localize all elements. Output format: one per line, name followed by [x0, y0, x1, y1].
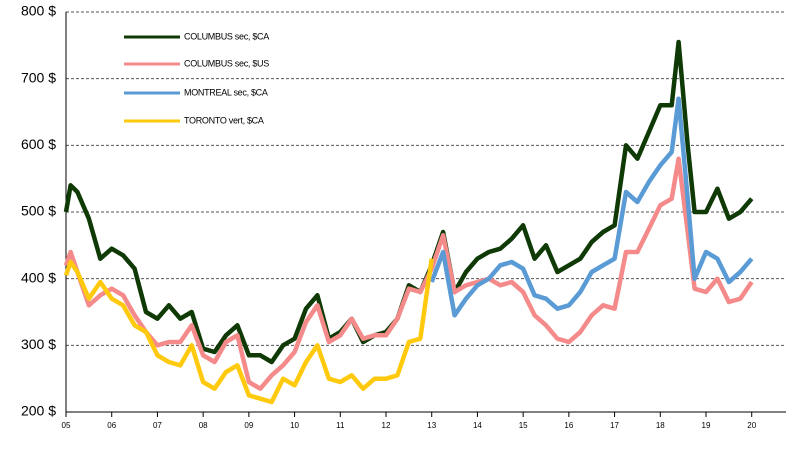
- x-tick-label: 13: [427, 421, 436, 430]
- y-tick-label: 400 $: [21, 269, 56, 285]
- x-tick-label: 06: [107, 421, 116, 430]
- legend-label: MONTREAL sec, $CA: [184, 87, 268, 97]
- x-tick-label: 18: [656, 421, 665, 430]
- x-tick-label: 19: [702, 421, 711, 430]
- x-tick-label: 14: [473, 421, 482, 430]
- y-tick-label: 300 $: [21, 336, 56, 352]
- x-tick-label: 12: [382, 421, 391, 430]
- x-tick-label: 08: [199, 421, 208, 430]
- y-tick-label: 700 $: [21, 69, 56, 85]
- x-tick-label: 07: [153, 421, 162, 430]
- y-tick-label: 600 $: [21, 136, 56, 152]
- x-tick-label: 05: [62, 421, 71, 430]
- x-tick-label: 15: [519, 421, 528, 430]
- series-line: [63, 258, 434, 405]
- series-line: [63, 156, 754, 391]
- series-line: [63, 39, 754, 365]
- y-tick-label: 800 $: [21, 3, 56, 19]
- legend-label: COLUMBUS sec, $CA: [184, 31, 269, 41]
- legend-label: TORONTO vert, $CA: [184, 115, 264, 125]
- x-tick-label: 16: [564, 421, 573, 430]
- x-tick-label: 20: [747, 421, 756, 430]
- series-line: [429, 96, 754, 318]
- y-tick-label: 200 $: [21, 403, 56, 419]
- legend-label: COLUMBUS sec, $US: [184, 58, 269, 68]
- x-tick-label: 09: [244, 421, 253, 430]
- x-tick-label: 11: [336, 421, 345, 430]
- x-tick-label: 17: [610, 421, 619, 430]
- y-tick-label: 500 $: [21, 203, 56, 219]
- x-tick-label: 10: [290, 421, 299, 430]
